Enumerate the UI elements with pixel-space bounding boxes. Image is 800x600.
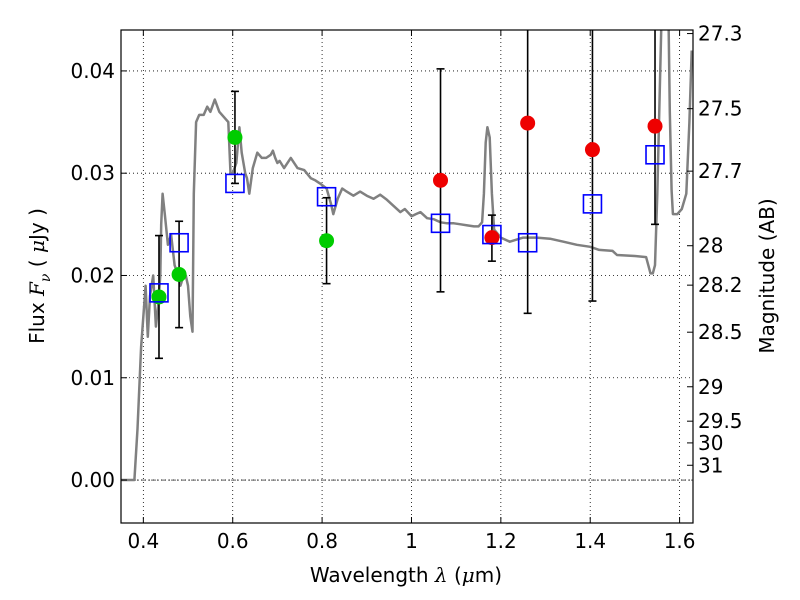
y-tick-label: 0.03 [70,161,115,185]
magnitude-tick-label: 31 [698,453,723,477]
optical-observations-point [227,129,243,145]
nir-observations-point [584,142,600,158]
magnitude-tick-label: 29.5 [698,409,743,433]
model-photometry-marker [582,194,603,214]
y-axis-symbol: F [25,281,49,297]
nir-observations-point [433,172,449,188]
model-photometry-marker [149,283,169,303]
y-axis-subscript: ν [38,273,54,282]
x-tick-label: 1.6 [664,529,696,553]
x-axis-label-text: Wavelength [310,563,429,587]
model-photometry-marker [430,213,451,234]
x-axis-unit-open: ( [454,563,462,587]
magnitude-tick-label: 28.5 [698,320,743,344]
x-axis-unit-mu: μ [462,563,475,587]
plot-area [121,30,693,482]
model-photometry-marker [225,173,245,194]
y-axis-unit-rest: Jy ) [25,208,49,242]
axis-ticks: 0.4 0.6 0.8 1 1.2 1.4 1.6 0.00 0.01 0.02 0.03 0.04 2… [70,22,742,553]
magnitude-axis-title: Magnitude (AB) [755,198,779,353]
x-tick-label: 0.6 [217,529,249,553]
nir-observations-point [647,118,663,134]
magnitude-tick-label: 27.7 [698,159,743,183]
x-tick-label: 1.2 [485,529,517,553]
y-tick-label: 0.00 [70,468,115,492]
y-axis-title: Flux Fν ( μJy ) [25,208,54,344]
magnitude-tick-label: 27.5 [698,97,743,121]
optical-observations-point [319,233,335,249]
y-tick-label: 0.04 [70,59,115,83]
optical-observations-point [151,289,167,305]
x-tick-label: 0.4 [127,529,159,553]
magnitude-tick-label: 27.3 [698,22,743,46]
grid [121,30,693,523]
magnitude-tick-label: 28 [698,234,723,258]
magnitude-tick-label: 30 [698,431,723,455]
optical-observations-point [171,266,187,282]
nir-observations-point [484,230,500,246]
plot-frame [120,29,694,524]
y-axis-label-text: Flux [25,302,49,344]
magnitude-tick-label: 28.2 [698,273,743,297]
x-tick-label: 0.8 [306,529,338,553]
y-tick-label: 0.02 [70,263,115,287]
y-tick-label: 0.01 [70,366,115,390]
x-tick-label: 1 [405,529,418,553]
model-photometry-marker [517,232,538,253]
model-photometry-marker [645,144,665,165]
x-axis-title: Wavelength λ (μm) [310,563,502,587]
model-photometry-marker [169,232,189,253]
nir-observations-point [520,115,536,131]
y-axis-unit-mu: μ [25,240,49,253]
x-axis-symbol: λ [434,563,448,587]
x-tick-label: 1.4 [574,529,606,553]
magnitude-tick-label: 29 [698,375,723,399]
x-axis-unit-rest: m) [475,563,502,587]
model-photometry-marker [316,186,337,207]
model-photometry-marker [482,224,502,245]
y-axis-unit-open: ( [25,259,49,267]
